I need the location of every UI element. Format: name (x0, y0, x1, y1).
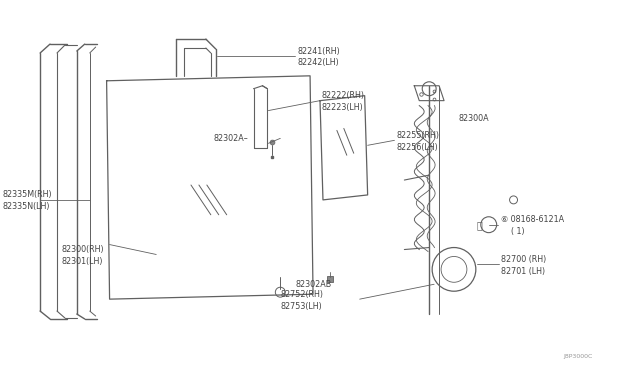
Text: 82300A: 82300A (459, 114, 490, 123)
Text: 82700 (RH): 82700 (RH) (500, 255, 546, 264)
Text: 82335M(RH): 82335M(RH) (3, 190, 52, 199)
Text: 82335N(LH): 82335N(LH) (3, 202, 50, 211)
Text: J8P3000C: J8P3000C (563, 354, 593, 359)
Text: 82222(RH): 82222(RH) (322, 91, 365, 100)
Text: ⑥ 08168-6121A: ⑥ 08168-6121A (500, 215, 564, 224)
Text: 82255(RH): 82255(RH) (396, 131, 440, 140)
Text: ( 1): ( 1) (511, 227, 524, 236)
Text: 82753(LH): 82753(LH) (280, 302, 322, 311)
Text: 82752(RH): 82752(RH) (280, 290, 323, 299)
Text: 82302AB: 82302AB (295, 280, 332, 289)
Text: 82242(LH): 82242(LH) (297, 58, 339, 67)
Text: 82300(RH): 82300(RH) (62, 245, 104, 254)
Text: 82241(RH): 82241(RH) (297, 46, 340, 55)
Text: 82701 (LH): 82701 (LH) (500, 267, 545, 276)
Text: 82301(LH): 82301(LH) (62, 257, 104, 266)
Text: ⓔ: ⓔ (477, 220, 483, 230)
Text: 82223(LH): 82223(LH) (322, 103, 364, 112)
Text: 82302A–: 82302A– (214, 134, 248, 143)
Text: 82256(LH): 82256(LH) (396, 143, 438, 152)
